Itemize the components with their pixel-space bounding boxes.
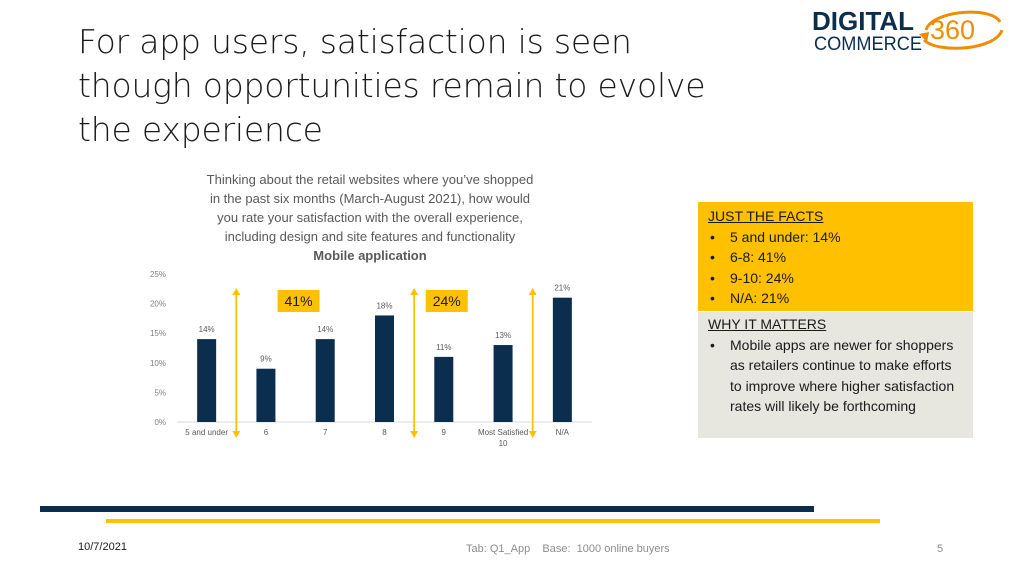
x-tick-label: 8 bbox=[382, 428, 387, 437]
arrow-down-icon bbox=[410, 431, 419, 438]
matters-heading: WHY IT MATTERS bbox=[708, 316, 827, 332]
data-label: 9% bbox=[260, 355, 272, 364]
satisfaction-bar-chart: 0% 5% 10% 15% 20% 25% 14% 5 and under 9% 6 14% 7 18%… bbox=[150, 270, 592, 448]
chart-subtitle: Mobile application bbox=[313, 248, 427, 263]
y-tick-label: 20% bbox=[150, 300, 166, 309]
y-tick-label: 5% bbox=[154, 388, 166, 397]
logo-word-commerce: COMMERCE bbox=[814, 34, 922, 55]
footer-navy-rule bbox=[40, 506, 814, 512]
bar-5 bbox=[434, 356, 454, 422]
page-number: 5 bbox=[937, 543, 944, 555]
facts-item: N/A: 21% bbox=[708, 288, 973, 309]
question-line: in the past six months (March-August 202… bbox=[209, 191, 531, 206]
y-tick-label: 0% bbox=[154, 418, 166, 427]
title-line: though opportunities remain to evolve bbox=[78, 66, 706, 105]
arrow-up-icon bbox=[410, 288, 419, 295]
bar-6 bbox=[493, 345, 513, 422]
logo-number: 360 bbox=[930, 15, 975, 45]
title-line: For app users, satisfaction is seen bbox=[78, 22, 632, 61]
logo-arc-icon bbox=[924, 10, 1002, 31]
x-tick-label: 9 bbox=[442, 428, 447, 437]
bar-1 bbox=[197, 339, 217, 422]
arrow-down-icon bbox=[528, 431, 537, 438]
question-line: including design and site features and f… bbox=[224, 229, 516, 244]
bar-2 bbox=[256, 368, 276, 422]
y-tick-label: 25% bbox=[150, 270, 166, 279]
bar-7 bbox=[552, 297, 572, 422]
digital-commerce-360-logo: DIGITAL COMMERCE 360 bbox=[812, 6, 1004, 55]
x-tick-label: Most Satisfied bbox=[478, 428, 528, 437]
footer-gold-rule bbox=[106, 519, 880, 523]
facts-item: 9-10: 24% bbox=[708, 268, 973, 289]
bar-3 bbox=[315, 339, 335, 422]
facts-panel: JUST THE FACTS 5 and under: 14% 6-8: 41%… bbox=[698, 202, 973, 311]
arrow-up-icon bbox=[232, 288, 241, 295]
data-label: 11% bbox=[436, 343, 451, 352]
slide-title: For app users, satisfaction is seen thou… bbox=[78, 20, 778, 152]
matters-panel: WHY IT MATTERS Mobile apps are newer for… bbox=[698, 312, 973, 438]
x-tick-label: N/A bbox=[556, 428, 570, 437]
x-tick-label: 6 bbox=[264, 428, 269, 437]
question-line: you rate your satisfaction with the over… bbox=[217, 210, 523, 225]
data-label: 18% bbox=[376, 301, 392, 310]
question-line: Thinking about the retail websites where… bbox=[206, 172, 534, 187]
y-tick-label: 10% bbox=[150, 359, 166, 368]
x-tick-label: 10 bbox=[499, 439, 508, 448]
group-total-label: 24% bbox=[433, 293, 461, 309]
arrow-up-icon bbox=[528, 288, 537, 295]
logo-arc-icon bbox=[922, 29, 1004, 50]
logo-arrow-icon bbox=[919, 32, 929, 42]
footer-source-note: Tab: Q1_App Base: 1000 online buyers bbox=[466, 543, 670, 555]
y-tick-label: 15% bbox=[150, 329, 166, 338]
group-total-label: 41% bbox=[285, 293, 313, 309]
x-tick-label: 5 and under bbox=[185, 428, 228, 437]
slide-date: 10/7/2021 bbox=[78, 541, 127, 553]
title-line: the experience bbox=[78, 110, 323, 149]
bar-4 bbox=[375, 315, 394, 422]
facts-list: 5 and under: 14% 6-8: 41% 9-10: 24% N/A:… bbox=[708, 227, 973, 309]
logo-word-digital: DIGITAL bbox=[812, 6, 914, 36]
data-label: 13% bbox=[495, 331, 511, 340]
facts-item: 6-8: 41% bbox=[708, 247, 973, 268]
matters-item: Mobile apps are newer for shoppers as re… bbox=[708, 335, 965, 417]
data-label: 14% bbox=[317, 325, 333, 334]
arrow-down-icon bbox=[232, 431, 241, 438]
group-total-box bbox=[425, 290, 468, 312]
x-tick-label: 7 bbox=[323, 428, 328, 437]
data-label: 21% bbox=[554, 284, 570, 293]
group-total-box bbox=[277, 290, 320, 312]
data-label: 14% bbox=[199, 325, 215, 334]
survey-question: Thinking about the retail websites where… bbox=[180, 170, 560, 265]
matters-list: Mobile apps are newer for shoppers as re… bbox=[708, 335, 965, 417]
facts-heading: JUST THE FACTS bbox=[708, 208, 824, 224]
facts-item: 5 and under: 14% bbox=[708, 227, 973, 248]
